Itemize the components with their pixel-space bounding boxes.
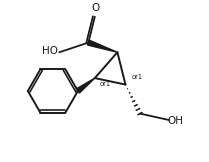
Text: O: O bbox=[92, 3, 100, 13]
Text: OH: OH bbox=[167, 116, 184, 126]
Polygon shape bbox=[76, 78, 95, 93]
Text: HO: HO bbox=[42, 46, 59, 57]
Text: or1: or1 bbox=[100, 81, 111, 87]
Polygon shape bbox=[88, 40, 117, 52]
Text: or1: or1 bbox=[132, 74, 143, 80]
